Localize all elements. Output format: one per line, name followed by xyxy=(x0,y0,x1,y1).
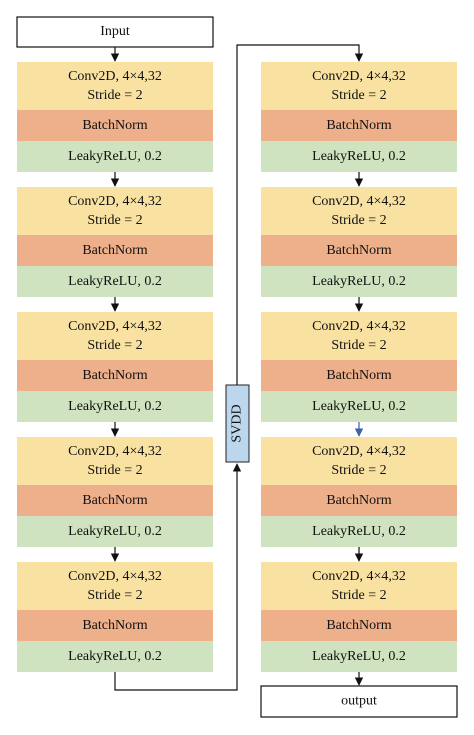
norm-layer xyxy=(261,235,457,266)
conv-label: Conv2D, 4×4,32 xyxy=(68,444,162,459)
norm-label: BatchNorm xyxy=(326,368,391,383)
stride-label: Stride = 2 xyxy=(87,338,142,353)
activation-label: LeakyReLU, 0.2 xyxy=(312,399,406,414)
conv-label: Conv2D, 4×4,32 xyxy=(68,569,162,584)
activation-layer xyxy=(261,266,457,297)
norm-label: BatchNorm xyxy=(326,118,391,133)
stride-label: Stride = 2 xyxy=(87,88,142,103)
norm-label: BatchNorm xyxy=(82,618,147,633)
stride-label: Stride = 2 xyxy=(331,213,386,228)
norm-layer xyxy=(261,360,457,391)
conv-label: Conv2D, 4×4,32 xyxy=(68,319,162,334)
stride-label: Stride = 2 xyxy=(87,463,142,478)
norm-layer xyxy=(261,610,457,641)
output-box xyxy=(260,685,458,718)
activation-layer xyxy=(261,141,457,172)
conv-label: Conv2D, 4×4,32 xyxy=(68,194,162,209)
norm-label: BatchNorm xyxy=(82,118,147,133)
conv-layer xyxy=(17,312,213,360)
activation-layer xyxy=(17,266,213,297)
conv-label: Conv2D, 4×4,32 xyxy=(312,444,406,459)
stride-label: Stride = 2 xyxy=(331,463,386,478)
norm-layer xyxy=(261,485,457,516)
svdd-label: SVDD xyxy=(230,404,245,442)
norm-layer xyxy=(17,110,213,141)
conv-layer xyxy=(261,312,457,360)
activation-label: LeakyReLU, 0.2 xyxy=(68,149,162,164)
norm-label: BatchNorm xyxy=(82,368,147,383)
norm-label: BatchNorm xyxy=(326,618,391,633)
activation-label: LeakyReLU, 0.2 xyxy=(312,524,406,539)
norm-label: BatchNorm xyxy=(326,243,391,258)
norm-layer xyxy=(17,485,213,516)
norm-label: BatchNorm xyxy=(82,493,147,508)
conv-label: Conv2D, 4×4,32 xyxy=(312,569,406,584)
activation-label: LeakyReLU, 0.2 xyxy=(68,399,162,414)
norm-layer xyxy=(17,360,213,391)
activation-layer xyxy=(261,391,457,422)
conv-layer xyxy=(261,187,457,235)
conv-layer xyxy=(261,62,457,110)
conv-label: Conv2D, 4×4,32 xyxy=(312,194,406,209)
connector xyxy=(114,463,242,691)
conv-layer xyxy=(261,437,457,485)
conv-label: Conv2D, 4×4,32 xyxy=(312,319,406,334)
activation-label: LeakyReLU, 0.2 xyxy=(312,649,406,664)
activation-layer xyxy=(261,641,457,672)
stride-label: Stride = 2 xyxy=(87,213,142,228)
conv-label: Conv2D, 4×4,32 xyxy=(312,69,406,84)
activation-label: LeakyReLU, 0.2 xyxy=(312,274,406,289)
activation-layer xyxy=(17,391,213,422)
conv-layer xyxy=(17,62,213,110)
output-label: output xyxy=(341,694,377,709)
conv-layer xyxy=(17,437,213,485)
activation-layer xyxy=(17,141,213,172)
activation-layer xyxy=(17,641,213,672)
activation-layer xyxy=(17,516,213,547)
activation-layer xyxy=(261,516,457,547)
input-label: Input xyxy=(100,24,130,39)
activation-label: LeakyReLU, 0.2 xyxy=(68,524,162,539)
conv-layer xyxy=(261,562,457,610)
stride-label: Stride = 2 xyxy=(331,88,386,103)
connector xyxy=(236,44,364,385)
norm-label: BatchNorm xyxy=(326,493,391,508)
norm-label: BatchNorm xyxy=(82,243,147,258)
conv-layer xyxy=(17,562,213,610)
conv-label: Conv2D, 4×4,32 xyxy=(68,69,162,84)
input-box xyxy=(16,16,214,48)
stride-label: Stride = 2 xyxy=(87,588,142,603)
conv-layer xyxy=(17,187,213,235)
stride-label: Stride = 2 xyxy=(331,588,386,603)
norm-layer xyxy=(17,610,213,641)
norm-layer xyxy=(17,235,213,266)
activation-label: LeakyReLU, 0.2 xyxy=(68,274,162,289)
activation-label: LeakyReLU, 0.2 xyxy=(68,649,162,664)
norm-layer xyxy=(261,110,457,141)
stride-label: Stride = 2 xyxy=(331,338,386,353)
activation-label: LeakyReLU, 0.2 xyxy=(312,149,406,164)
